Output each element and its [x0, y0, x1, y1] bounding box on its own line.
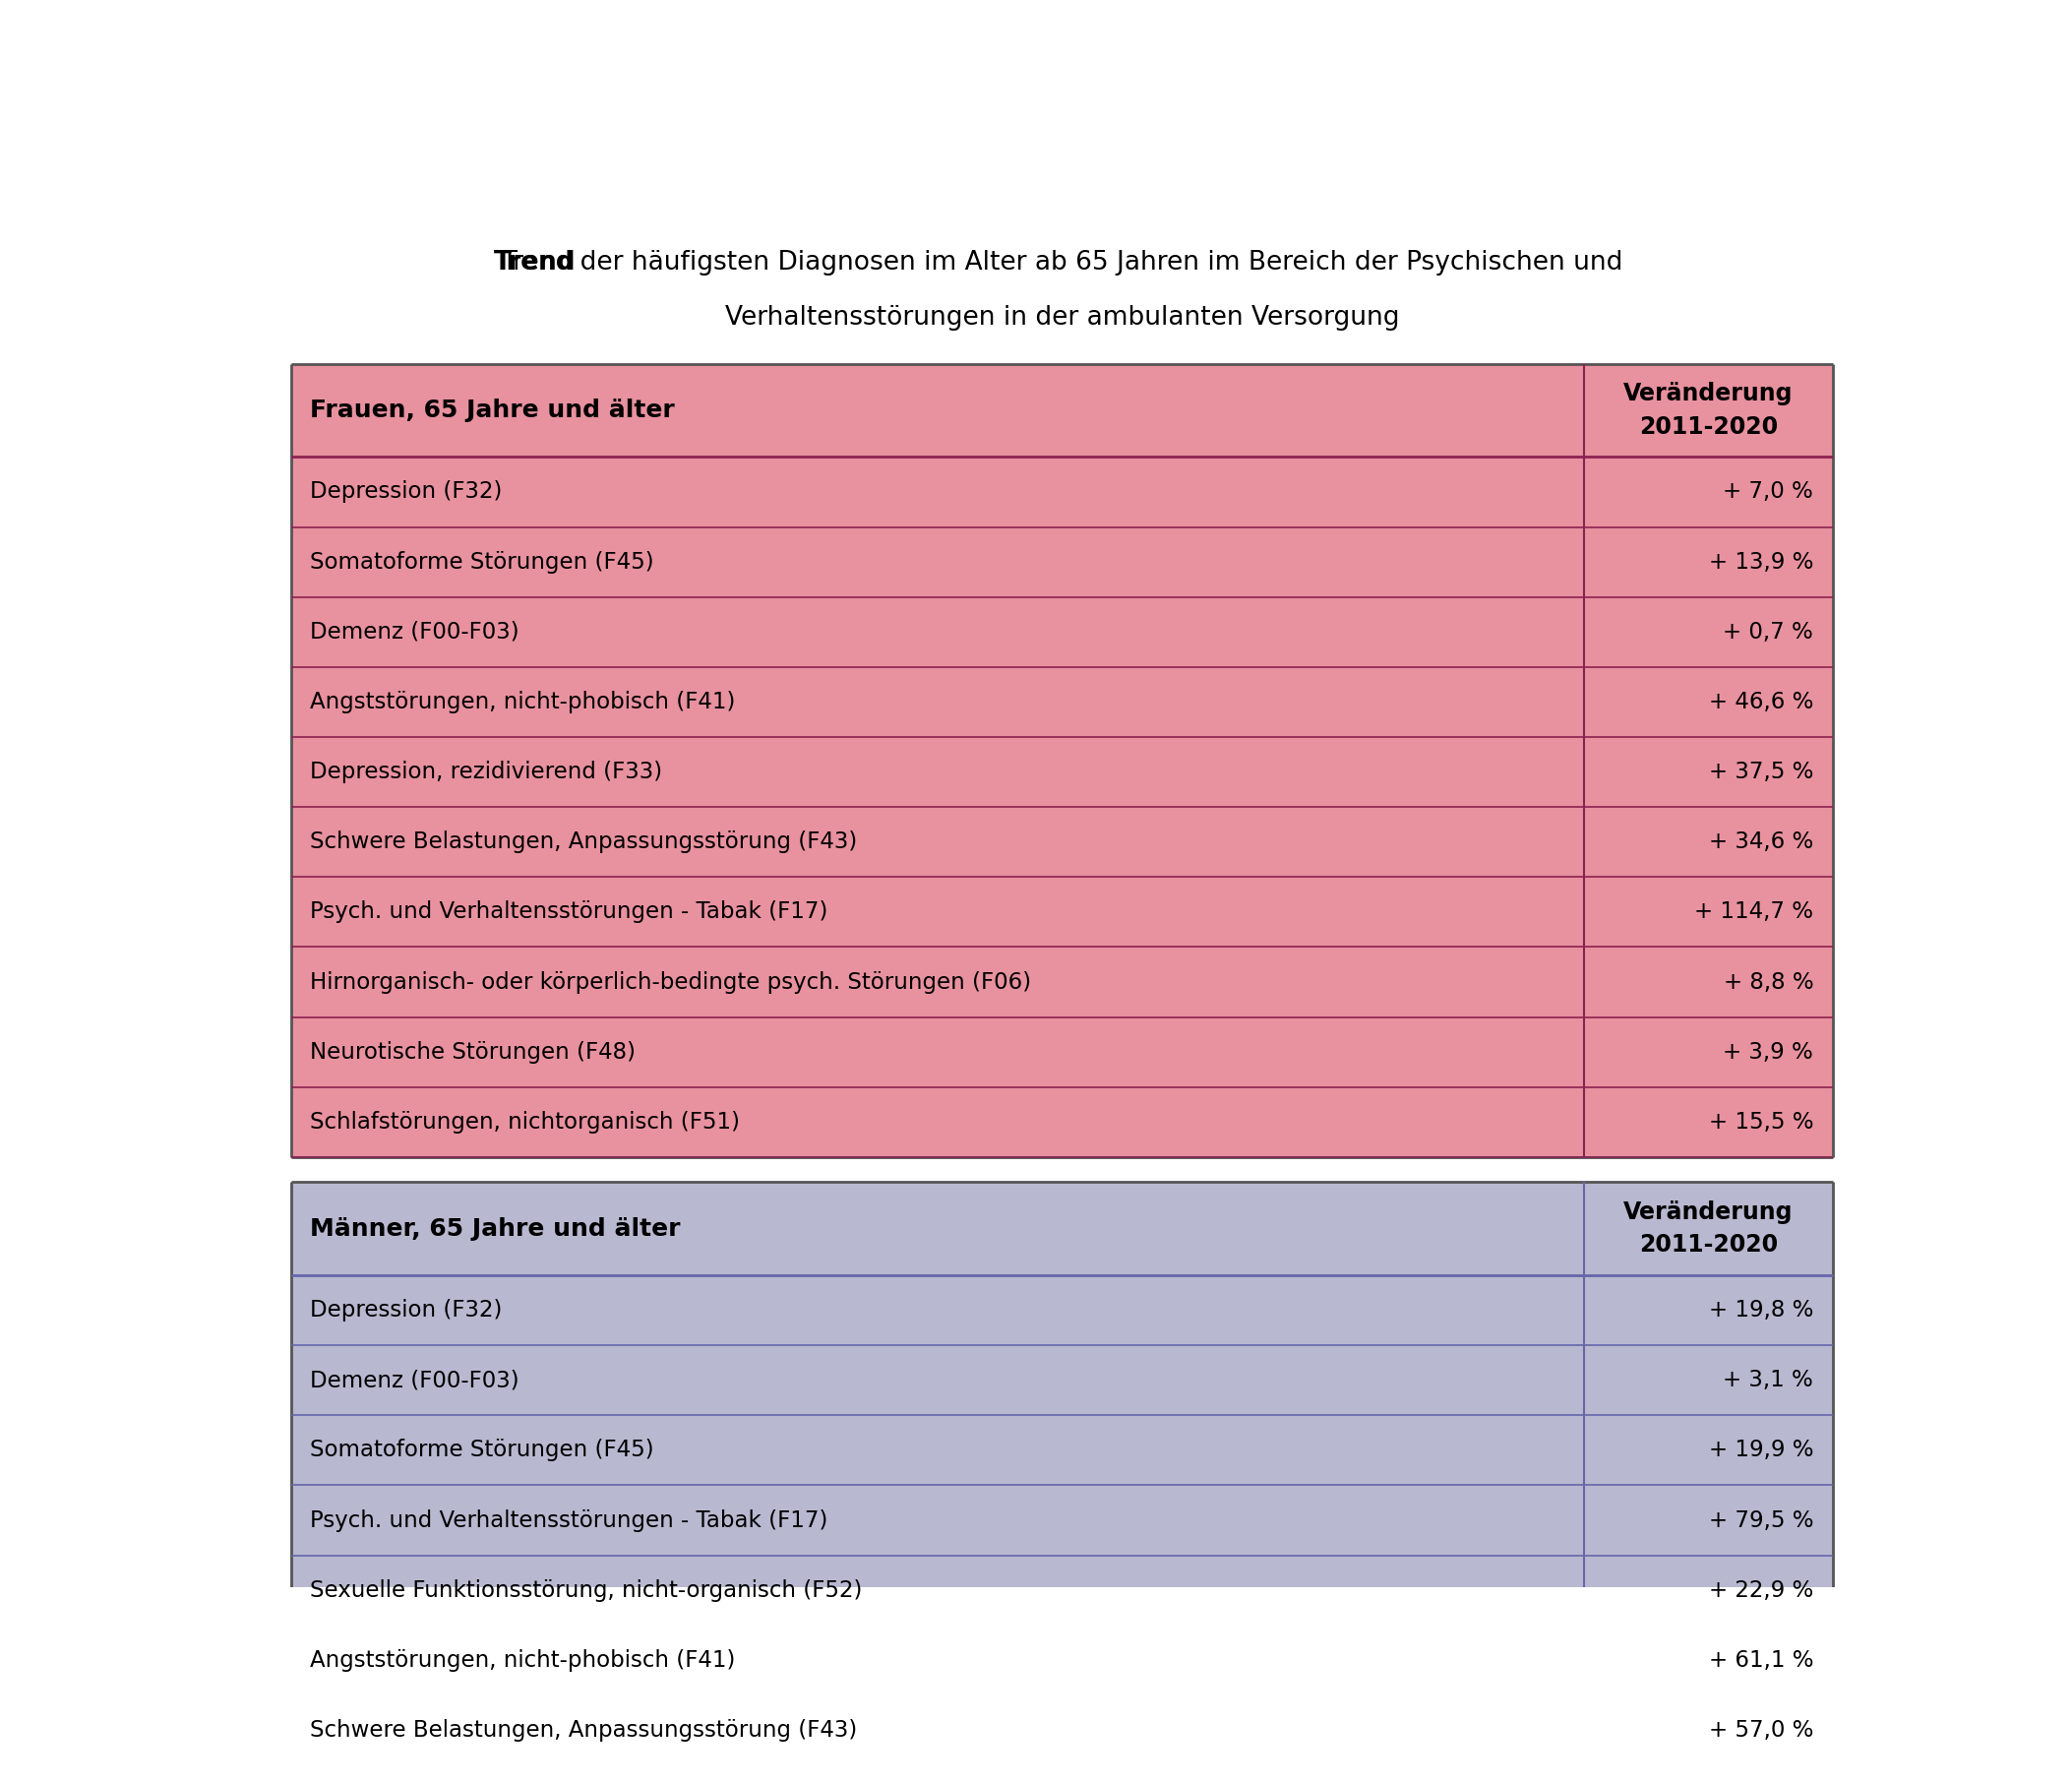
Text: + 57,0 %: + 57,0 %	[1709, 1719, 1813, 1742]
Text: Sexuelle Funktionsstörung, nicht-organisch (F52): Sexuelle Funktionsstörung, nicht-organis…	[311, 1580, 862, 1601]
Text: + 8,8 %: + 8,8 %	[1724, 970, 1813, 993]
Text: 2011-2020: 2011-2020	[1639, 1234, 1778, 1257]
Text: Frauen, 65 Jahre und älter: Frauen, 65 Jahre und älter	[311, 398, 675, 423]
Text: Angststörungen, nicht-phobisch (F41): Angststörungen, nicht-phobisch (F41)	[311, 690, 736, 713]
Text: Depression (F32): Depression (F32)	[311, 481, 503, 503]
Text: Schwere Belastungen, Anpassungsstörung (F43): Schwere Belastungen, Anpassungsstörung (…	[311, 831, 858, 854]
Text: Schlafstörungen, nichtorganisch (F51): Schlafstörungen, nichtorganisch (F51)	[311, 1111, 740, 1134]
Text: Depression (F32): Depression (F32)	[311, 1298, 503, 1321]
Text: + 22,9 %: + 22,9 %	[1709, 1580, 1813, 1601]
Text: Veränderung: Veränderung	[1622, 1200, 1792, 1223]
Text: + 13,9 %: + 13,9 %	[1709, 551, 1813, 574]
Text: Somatoforme Störungen (F45): Somatoforme Störungen (F45)	[311, 1439, 655, 1462]
Text: Verhaltensstörungen in der ambulanten Versorgung: Verhaltensstörungen in der ambulanten Ve…	[725, 305, 1399, 330]
Text: + 3,9 %: + 3,9 %	[1724, 1041, 1813, 1063]
Text: + 7,0 %: + 7,0 %	[1724, 481, 1813, 503]
Text: Veränderung: Veränderung	[1622, 382, 1792, 405]
Text: + 46,6 %: + 46,6 %	[1709, 690, 1813, 713]
Text: + 114,7 %: + 114,7 %	[1695, 900, 1813, 924]
Text: + 19,9 %: + 19,9 %	[1709, 1439, 1813, 1462]
Text: + 0,7 %: + 0,7 %	[1724, 620, 1813, 644]
Text: Männer, 65 Jahre und älter: Männer, 65 Jahre und älter	[311, 1216, 682, 1241]
Text: + 79,5 %: + 79,5 %	[1709, 1508, 1813, 1532]
Text: 2011-2020: 2011-2020	[1639, 415, 1778, 439]
Text: Demenz (F00-F03): Demenz (F00-F03)	[311, 1369, 520, 1391]
Text: Trend der häufigsten Diagnosen im Alter ab 65 Jahren im Bereich der Psychischen : Trend der häufigsten Diagnosen im Alter …	[501, 250, 1622, 276]
Text: Psych. und Verhaltensstörungen - Tabak (F17): Psych. und Verhaltensstörungen - Tabak (…	[311, 1508, 829, 1532]
Text: Angststörungen, nicht-phobisch (F41): Angststörungen, nicht-phobisch (F41)	[311, 1649, 736, 1672]
Bar	[290, 364, 1834, 1157]
Text: Hirnorganisch- oder körperlich-bedingte psych. Störungen (F06): Hirnorganisch- oder körperlich-bedingte …	[311, 970, 1032, 993]
Text: + 19,8 %: + 19,8 %	[1709, 1298, 1813, 1321]
Text: + 15,5 %: + 15,5 %	[1709, 1111, 1813, 1134]
Text: + 37,5 %: + 37,5 %	[1709, 761, 1813, 783]
Text: Demenz (F00-F03): Demenz (F00-F03)	[311, 620, 520, 644]
Text: Neurotische Störungen (F48): Neurotische Störungen (F48)	[311, 1041, 636, 1063]
Text: Depression, rezidivierend (F33): Depression, rezidivierend (F33)	[311, 761, 663, 783]
Bar	[290, 1182, 1834, 1783]
Text: Somatoforme Störungen (F45): Somatoforme Störungen (F45)	[311, 551, 655, 574]
Text: Trend: Trend	[493, 250, 576, 276]
Text: + 61,1 %: + 61,1 %	[1709, 1649, 1813, 1672]
Text: + 3,1 %: + 3,1 %	[1724, 1369, 1813, 1391]
Text: Psych. und Verhaltensstörungen - Tabak (F17): Psych. und Verhaltensstörungen - Tabak (…	[311, 900, 829, 924]
Text: + 34,6 %: + 34,6 %	[1709, 831, 1813, 854]
Text: Schwere Belastungen, Anpassungsstörung (F43): Schwere Belastungen, Anpassungsstörung (…	[311, 1719, 858, 1742]
